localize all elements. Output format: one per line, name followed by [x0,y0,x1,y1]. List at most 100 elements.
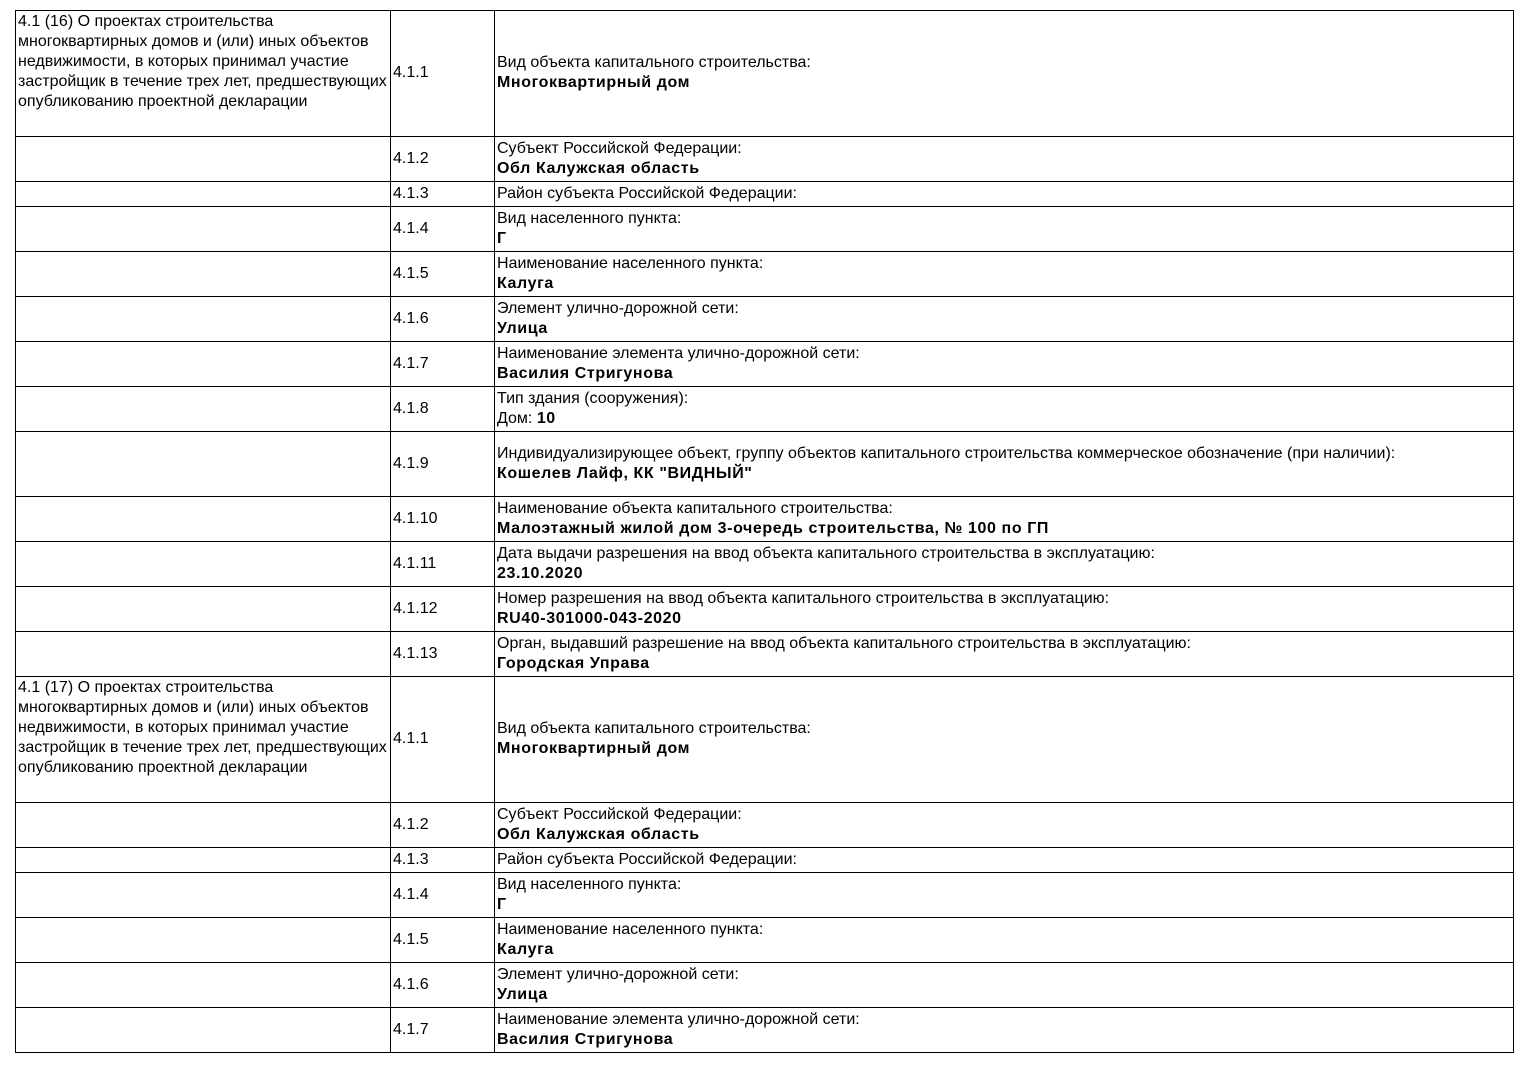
item-number: 4.1.4 [390,206,495,252]
item-number: 4.1.5 [390,251,495,297]
item-value-cell: Тип здания (сооружения): Дом: 10 [494,386,1514,432]
item-number: 4.1.1 [390,10,495,137]
table-row: 4.1.7 Наименование элемента улично-дорожн… [15,1007,1514,1053]
field-label: Орган, выдавший разрешение на ввод объек… [497,634,1191,652]
table-row: 4.1.9 Индивидуализирующее объект, группу … [15,431,1514,497]
item-number: 4.1.7 [390,341,495,387]
item-number: 4.1.2 [390,136,495,182]
section-title-cell [15,586,391,632]
declaration-table: 4.1 (16) О проектах строительства многок… [15,10,1514,1053]
item-number: 4.1.10 [390,496,495,542]
table-row: 4.1.2 Субъект Российской Федерации: Обл Ка… [15,802,1514,848]
item-value-cell: Вид объекта капитального строительства: М… [494,676,1514,803]
table-row: 4.1.5 Наименование населенного пункта: Кал… [15,251,1514,297]
section-title-cell [15,181,391,207]
section-title-cell [15,431,391,497]
item-number: 4.1.12 [390,586,495,632]
field-label: Тип здания (сооружения): [497,389,689,407]
item-value-cell: Вид объекта капитального строительства: М… [494,10,1514,137]
table-row: 4.1 (16) О проектах строительства многок… [15,10,1514,137]
section-title-cell [15,872,391,918]
field-value: Многоквартирный дом [497,740,691,757]
table-row: 4.1.5 Наименование населенного пункта: Кал… [15,917,1514,963]
item-number: 4.1.2 [390,802,495,848]
table-row: 4.1.12 Номер разрешения на ввод объекта к… [15,586,1514,632]
item-value-cell: Элемент улично-дорожной сети: Улица [494,296,1514,342]
item-value-cell: Субъект Российской Федерации: Обл Калужск… [494,136,1514,182]
field-label: Вид объекта капитального строительства: [497,720,811,737]
table-row: 4.1.4 Вид населенного пункта: Г [15,206,1514,252]
section-title-cell [15,251,391,297]
field-value: Обл Калужская область [497,159,700,177]
table-row: 4.1 (17) О проектах строительства многок… [15,676,1514,803]
item-number: 4.1.1 [390,676,495,803]
section-title-cell [15,296,391,342]
item-number: 4.1.6 [390,296,495,342]
table-row: 4.1.6 Элемент улично-дорожной сети: Улица [15,296,1514,342]
item-number: 4.1.13 [390,631,495,677]
table-row: 4.1.4 Вид населенного пункта: Г [15,872,1514,918]
field-label: Элемент улично-дорожной сети: [497,965,739,983]
section-title-cell [15,847,391,873]
table-row: 4.1.7 Наименование элемента улично-дорожн… [15,341,1514,387]
section-title-cell [15,1007,391,1053]
field-label: Дата выдачи разрешения на ввод объекта к… [497,544,1155,562]
field-label: Наименование элемента улично-дорожной се… [497,1010,860,1028]
table-row: 4.1.8 Тип здания (сооружения): Дом: 10 [15,386,1514,432]
field-value: Улица [497,985,548,1003]
section-title-cell [15,386,391,432]
item-number: 4.1.8 [390,386,495,432]
item-number: 4.1.3 [390,181,495,207]
item-value-cell: Субъект Российской Федерации: Обл Калужск… [494,802,1514,848]
item-value-cell: Наименование населенного пункта: Калуга [494,917,1514,963]
field-value: Кошелев Лайф, КК "ВИДНЫЙ" [497,464,753,482]
item-value-cell: Вид населенного пункта: Г [494,206,1514,252]
field-label: Субъект Российской Федерации: [497,139,742,157]
section-title-cell [15,496,391,542]
item-value-cell: Наименование населенного пункта: Калуга [494,251,1514,297]
item-value-cell: Наименование элемента улично-дорожной се… [494,341,1514,387]
field-value: RU40-301000-043-2020 [497,609,682,627]
field-value: 23.10.2020 [497,564,584,582]
field-value: 10 [536,409,556,427]
item-value-cell: Район субъекта Российской Федерации: [494,847,1514,873]
field-value: Малоэтажный жилой дом 3-очередь строител… [497,519,1050,537]
field-value: Обл Калужская область [497,825,700,843]
field-value: Г [497,895,507,913]
field-value: Василия Стригунова [497,364,674,382]
item-value-cell: Наименование объекта капитального строит… [494,496,1514,542]
item-number: 4.1.3 [390,847,495,873]
item-number: 4.1.11 [390,541,495,587]
item-value-cell: Район субъекта Российской Федерации: [494,181,1514,207]
section-title-cell: 4.1 (16) О проектах строительства многок… [15,10,391,137]
section-title-cell [15,206,391,252]
field-value: Василия Стригунова [497,1030,674,1048]
item-value-cell: Наименование элемента улично-дорожной се… [494,1007,1514,1053]
item-value-cell: Вид населенного пункта: Г [494,872,1514,918]
table-row: 4.1.13 Орган, выдавший разрешение на ввод… [15,631,1514,677]
field-label: Элемент улично-дорожной сети: [497,299,739,317]
field-label: Номер разрешения на ввод объекта капитал… [497,589,1110,607]
field-label: Район субъекта Российской Федерации: [497,184,797,202]
field-label: Наименование населенного пункта: [497,920,764,938]
section-title-cell [15,631,391,677]
item-value-cell: Орган, выдавший разрешение на ввод объек… [494,631,1514,677]
field-label: Вид населенного пункта: [497,875,682,893]
field-label: Индивидуализирующее объект, группу объек… [497,444,1396,462]
section-title-cell [15,802,391,848]
field-label: Вид объекта капитального строительства: [497,54,811,71]
item-value-cell: Дата выдачи разрешения на ввод объекта к… [494,541,1514,587]
field-value: Калуга [497,940,554,958]
item-number: 4.1.5 [390,917,495,963]
section-title-cell [15,341,391,387]
table-row: 4.1.2 Субъект Российской Федерации: Обл Ка… [15,136,1514,182]
field-value: Городская Управа [497,654,650,672]
field-value: Калуга [497,274,554,292]
field-label: Наименование объекта капитального строит… [497,499,893,517]
item-number: 4.1.6 [390,962,495,1008]
field-value: Г [497,229,507,247]
table-row: 4.1.10 Наименование объекта капитального … [15,496,1514,542]
field-label: Субъект Российской Федерации: [497,805,742,823]
item-value-cell: Индивидуализирующее объект, группу объек… [494,431,1514,497]
table-row: 4.1.6 Элемент улично-дорожной сети: Улица [15,962,1514,1008]
